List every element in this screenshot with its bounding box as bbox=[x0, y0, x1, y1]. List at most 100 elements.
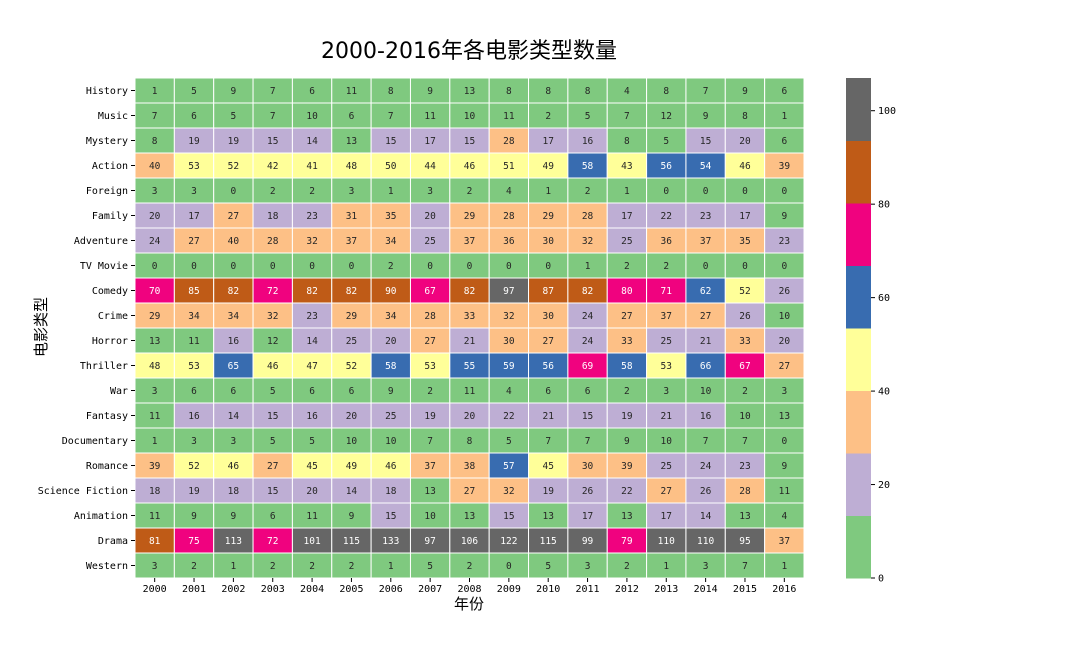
cell-value-label: 9 bbox=[781, 461, 787, 472]
heatmap-cell bbox=[252, 402, 293, 429]
cell-value-label: 54 bbox=[700, 161, 712, 172]
heatmap-cell bbox=[764, 202, 805, 229]
cell-value-label: 22 bbox=[661, 211, 672, 222]
heatmap-cell bbox=[449, 352, 490, 379]
heatmap-cell bbox=[409, 452, 451, 479]
cell-value-label: 0 bbox=[231, 261, 237, 272]
heatmap-cell bbox=[764, 127, 805, 154]
heatmap-cell bbox=[370, 502, 411, 529]
y-tick-label: Animation bbox=[74, 511, 128, 522]
cell-value-label: 15 bbox=[385, 511, 396, 522]
cell-value-label: 2 bbox=[270, 561, 276, 572]
cell-value-label: 26 bbox=[779, 286, 791, 297]
cell-value-label: 19 bbox=[621, 411, 633, 422]
heatmap-cell bbox=[685, 377, 726, 404]
cell-value-label: 8 bbox=[742, 111, 748, 122]
cell-value-label: 15 bbox=[582, 411, 593, 422]
heatmap-cell bbox=[567, 327, 608, 354]
heatmap-cell bbox=[134, 452, 175, 479]
cell-value-label: 40 bbox=[228, 236, 240, 247]
cell-value-label: 37 bbox=[661, 311, 672, 322]
heatmap-cell bbox=[291, 102, 333, 129]
cell-value-label: 2 bbox=[309, 561, 315, 572]
heatmap-cell bbox=[646, 502, 687, 529]
cell-value-label: 34 bbox=[385, 311, 397, 322]
cell-value-label: 6 bbox=[191, 111, 197, 122]
cell-value-label: 67 bbox=[424, 286, 435, 297]
heatmap-cell bbox=[488, 252, 530, 279]
cell-value-label: 12 bbox=[267, 336, 278, 347]
cell-value-label: 3 bbox=[781, 386, 787, 397]
cell-value-label: 7 bbox=[152, 111, 158, 122]
cell-value-label: 59 bbox=[503, 361, 515, 372]
cell-value-label: 46 bbox=[385, 461, 397, 472]
y-tick-label: Thriller bbox=[80, 361, 128, 372]
cell-value-label: 27 bbox=[779, 361, 790, 372]
cell-value-label: 28 bbox=[424, 311, 436, 322]
x-tick-label: 2016 bbox=[772, 584, 796, 595]
heatmap-cell bbox=[528, 202, 569, 229]
cell-value-label: 7 bbox=[624, 111, 630, 122]
cell-value-label: 2 bbox=[427, 386, 433, 397]
heatmap-cell bbox=[173, 452, 215, 479]
cell-value-label: 8 bbox=[152, 136, 158, 147]
cell-value-label: 11 bbox=[306, 511, 318, 522]
cell-value-label: 53 bbox=[188, 161, 199, 172]
cell-value-label: 20 bbox=[739, 136, 751, 147]
cell-value-label: 27 bbox=[700, 311, 711, 322]
heatmap-cell bbox=[567, 427, 608, 454]
cell-value-label: 13 bbox=[464, 511, 475, 522]
cell-value-label: 3 bbox=[152, 561, 158, 572]
cell-value-label: 26 bbox=[582, 486, 594, 497]
heatmap-cell bbox=[252, 352, 293, 379]
colorbar-tick-label: 0 bbox=[878, 574, 884, 585]
cell-value-label: 1 bbox=[152, 86, 158, 97]
heatmap-cell bbox=[291, 552, 333, 579]
y-tick-label: History bbox=[86, 86, 128, 97]
cell-value-label: 90 bbox=[385, 286, 397, 297]
y-tick-label: TV Movie bbox=[80, 261, 128, 272]
cell-value-label: 37 bbox=[700, 236, 711, 247]
heatmap-cell bbox=[173, 152, 215, 179]
cell-value-label: 6 bbox=[231, 386, 237, 397]
cell-value-label: 29 bbox=[464, 211, 476, 222]
heatmap-cell bbox=[764, 527, 805, 554]
cell-value-label: 13 bbox=[621, 511, 632, 522]
heatmap-cell bbox=[370, 277, 411, 304]
heatmap-cell bbox=[331, 477, 372, 504]
cell-value-label: 5 bbox=[309, 436, 315, 447]
cell-value-label: 10 bbox=[779, 311, 791, 322]
heatmap-cell bbox=[528, 177, 569, 204]
cell-value-label: 1 bbox=[231, 561, 237, 572]
heatmap-cell bbox=[724, 127, 766, 154]
heatmap-cell bbox=[291, 452, 333, 479]
heatmap-cell bbox=[252, 252, 293, 279]
cell-value-label: 9 bbox=[427, 86, 433, 97]
cell-value-label: 3 bbox=[427, 186, 433, 197]
cell-value-label: 5 bbox=[585, 111, 591, 122]
y-tick-label: Music bbox=[98, 111, 128, 122]
heatmap-cell bbox=[764, 252, 805, 279]
cell-value-label: 36 bbox=[661, 236, 673, 247]
cell-value-label: 28 bbox=[503, 211, 515, 222]
heatmap-cell bbox=[213, 452, 254, 479]
colorbar-tick-label: 40 bbox=[878, 387, 890, 398]
cell-value-label: 82 bbox=[346, 286, 357, 297]
heatmap-cell bbox=[331, 377, 372, 404]
cell-value-label: 5 bbox=[506, 436, 512, 447]
heatmap-cell bbox=[331, 277, 372, 304]
heatmap-cell bbox=[213, 327, 254, 354]
cell-value-label: 0 bbox=[231, 186, 237, 197]
cell-value-label: 37 bbox=[346, 236, 357, 247]
heatmap-cell bbox=[213, 152, 254, 179]
heatmap-cell bbox=[488, 377, 530, 404]
cell-value-label: 101 bbox=[304, 536, 321, 547]
x-tick-label: 2003 bbox=[261, 584, 285, 595]
cell-value-label: 49 bbox=[346, 461, 358, 472]
cell-value-label: 5 bbox=[231, 111, 237, 122]
cell-value-label: 51 bbox=[503, 161, 515, 172]
cell-value-label: 27 bbox=[424, 336, 435, 347]
cell-value-label: 0 bbox=[506, 561, 512, 572]
cell-value-label: 106 bbox=[461, 536, 478, 547]
cell-value-label: 14 bbox=[228, 411, 240, 422]
